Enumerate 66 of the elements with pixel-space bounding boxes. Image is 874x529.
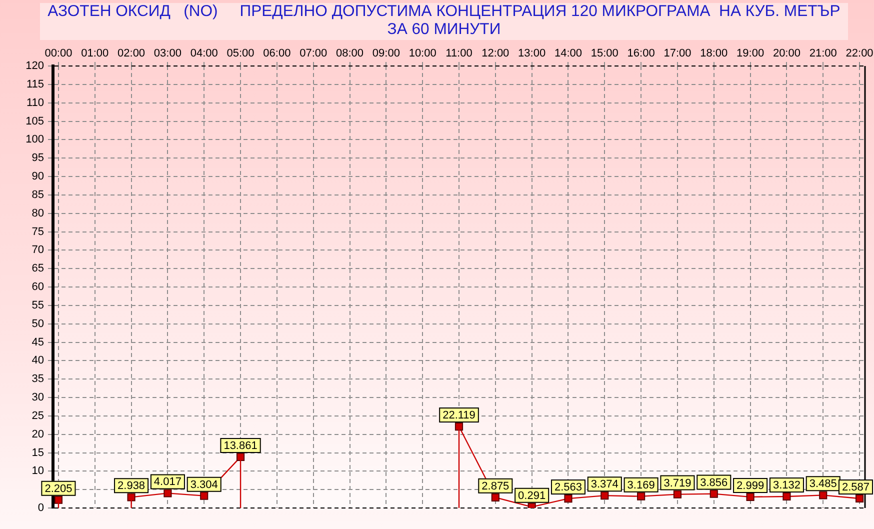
x-tick-label: 08:00 (336, 47, 364, 60)
data-label: 22.119 (442, 410, 476, 422)
data-label: 2.563 (554, 482, 582, 494)
data-label: 3.856 (700, 476, 728, 489)
x-tick-label: 22:00 (846, 47, 874, 60)
x-tick-label: 17:00 (664, 47, 692, 60)
x-tick-label: 01:00 (81, 47, 109, 60)
y-tick-label: 25 (32, 410, 44, 422)
x-tick-label: 00:00 (44, 47, 72, 60)
chart-title: АЗОТЕН ОКСИД (NO) ПРЕДЕЛНО ДОПУСТИМА КОНЦЕНТРАЦИЯ 120 МИКРОГРАМА НА КУБ. МЕТЪР (46, 3, 842, 21)
x-tick-label: 20:00 (772, 47, 800, 60)
data-label: 13.861 (224, 440, 258, 452)
chart-subtitle: ЗА 60 МИНУТИ (386, 21, 502, 39)
x-tick-label: 15:00 (590, 47, 618, 60)
x-tick-label: 03:00 (154, 47, 182, 60)
y-tick-label: 60 (32, 281, 44, 294)
y-tick-label: 20 (32, 428, 44, 440)
y-tick-label: 115 (26, 78, 44, 90)
y-tick-label: 15 (32, 446, 44, 459)
x-tick-label: 09:00 (372, 47, 400, 60)
y-tick-label: 50 (32, 318, 44, 330)
y-tick-label: 80 (32, 207, 44, 220)
x-tick-label: 13:00 (518, 47, 546, 60)
data-label: 2.999 (736, 480, 764, 492)
data-label: 3.485 (809, 478, 837, 490)
y-tick-label: 40 (32, 354, 44, 367)
data-label: 4.017 (154, 476, 182, 488)
y-tick-label: 90 (32, 170, 44, 183)
x-tick-label: 19:00 (736, 47, 764, 60)
x-tick-label: 06:00 (263, 47, 291, 60)
x-tick-label: 11:00 (446, 47, 472, 60)
x-tick-label: 21:00 (809, 47, 837, 60)
y-tick-label: 0 (38, 502, 44, 514)
x-tick-label: 10:00 (408, 47, 436, 60)
y-tick-label: 10 (32, 465, 44, 478)
data-label: 2.587 (842, 482, 870, 494)
data-label: 2.938 (118, 480, 146, 492)
data-label: 3.132 (772, 479, 800, 492)
y-tick-label: 105 (26, 115, 44, 128)
x-tick-label: 14:00 (554, 47, 582, 60)
x-tick-label: 16:00 (627, 47, 655, 60)
data-label: 3.374 (590, 478, 618, 491)
y-tick-label: 95 (32, 152, 44, 164)
y-tick-label: 120 (26, 60, 44, 72)
y-tick-label: 35 (32, 373, 44, 386)
data-label: 3.169 (627, 479, 655, 492)
y-tick-label: 65 (32, 262, 44, 275)
data-label: 2.205 (44, 482, 72, 495)
y-tick-label: 70 (32, 244, 44, 256)
x-tick-label: 12:00 (482, 47, 510, 60)
data-label: 3.719 (664, 477, 692, 490)
y-tick-label: 75 (32, 226, 44, 238)
x-tick-label: 05:00 (226, 47, 254, 60)
y-tick-label: 45 (32, 336, 44, 348)
y-tick-label: 30 (32, 392, 44, 404)
x-tick-label: 07:00 (300, 47, 328, 60)
x-tick-label: 02:00 (118, 47, 146, 60)
x-tick-label: 18:00 (700, 47, 728, 60)
data-label: 3.304 (190, 478, 218, 491)
data-label: 0.291 (518, 490, 546, 502)
y-tick-label: 110 (26, 96, 44, 109)
y-tick-label: 100 (26, 134, 44, 146)
y-tick-label: 85 (32, 188, 44, 201)
data-label: 2.875 (482, 480, 510, 492)
x-tick-label: 04:00 (190, 47, 218, 60)
y-tick-label: 55 (32, 299, 44, 312)
